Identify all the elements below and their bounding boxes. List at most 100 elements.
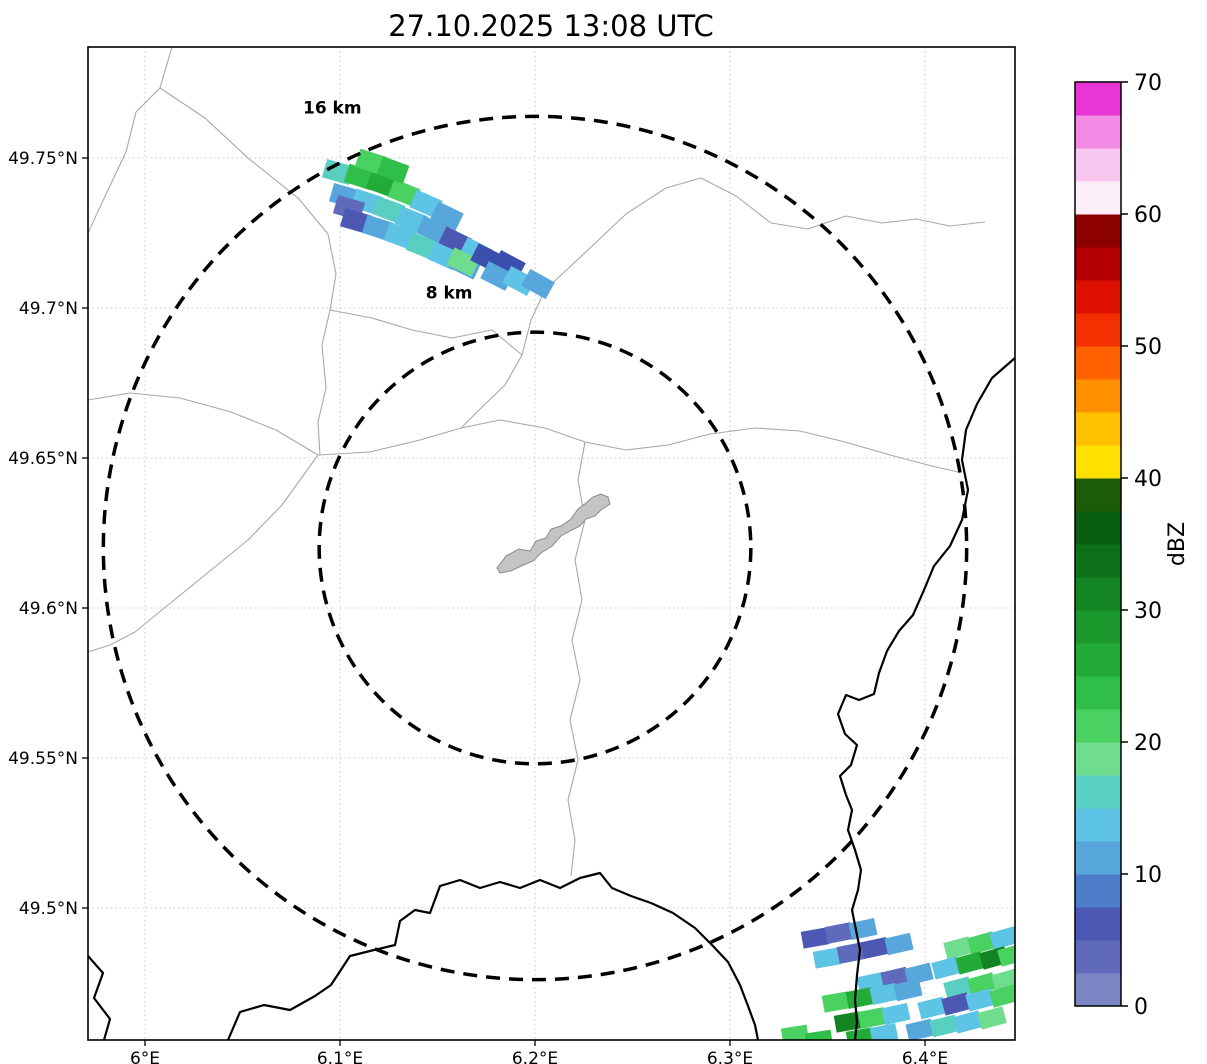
colorbar-segment: [1075, 445, 1121, 479]
admin-boundary-line: [159, 87, 337, 456]
colorbar-tick-label: 10: [1134, 863, 1162, 888]
colorbar-segment: [1075, 643, 1121, 677]
colorbar-segment: [1075, 775, 1121, 809]
colorbar-segment: [1075, 511, 1121, 545]
colorbar-segment: [1075, 676, 1121, 710]
colorbar-segment: [1075, 841, 1121, 875]
radar-echo-cell: [965, 988, 995, 1012]
radar-echo-cell: [857, 1007, 887, 1029]
urban-area-shape: [496, 493, 611, 574]
radar-echo-cell: [804, 1029, 834, 1040]
radar-echo-cell: [821, 991, 851, 1013]
radar-echo-cell: [905, 1018, 935, 1040]
x-tick-label: 6.1°E: [317, 1049, 363, 1064]
colorbar-tick-label: 0: [1134, 995, 1148, 1020]
range-rings: 16 km 8 km: [101, 98, 969, 982]
radar-echo-cell: [812, 947, 842, 969]
radar-echo-cell: [977, 1006, 1007, 1030]
radar-echo-cell: [387, 178, 421, 208]
admin-boundary-line: [88, 392, 959, 473]
radar-echo-cell: [836, 942, 866, 964]
colorbar-segment: [1075, 247, 1121, 281]
colorbar-segment: [1075, 313, 1121, 347]
colorbar-tick-label: 50: [1134, 335, 1162, 360]
colorbar-tick-label: 40: [1134, 467, 1162, 492]
radar-echo-cell: [931, 956, 961, 980]
radar-echo-cell: [845, 1027, 875, 1040]
range-ring-label: 8 km: [426, 284, 473, 304]
colorbar-segment: [1075, 346, 1121, 380]
radar-echo-cell: [989, 984, 1015, 1008]
radar-echo-cell: [997, 943, 1015, 967]
colorbar-segment: [1075, 973, 1121, 1007]
colorbar-segment: [1075, 742, 1121, 776]
y-tick-label: 49.7°N: [19, 299, 78, 319]
radar-echo-cells: [321, 148, 1015, 1040]
country-border-line: [226, 871, 760, 1040]
map-frame: [87, 46, 1016, 1041]
colorbar-tick-label: 60: [1134, 203, 1162, 228]
y-tick-label: 49.5°N: [19, 899, 78, 919]
x-tick-label: 6.2°E: [512, 1049, 558, 1064]
colorbar-segment: [1075, 379, 1121, 413]
admin-boundary-line: [329, 309, 523, 356]
colorbar-segment: [1075, 808, 1121, 842]
radar-echo-cell: [941, 992, 971, 1016]
axis-ticks-labels: 6°E 6.1°E 6.2°E 6.3°E 6.4°E 49.5°N 49.55°N 49.6…: [8, 149, 948, 1064]
urban-area-polygon: [496, 493, 611, 574]
colorbar-segment: [1075, 610, 1121, 644]
y-tick-label: 49.55°N: [8, 749, 78, 769]
radar-echo-cell: [955, 951, 985, 975]
x-tick-label: 6.3°E: [707, 1049, 753, 1064]
colorbar-segment: [1075, 412, 1121, 446]
radar-echo-cell: [943, 936, 973, 960]
colorbar-frame: [1074, 81, 1122, 1007]
colorbar-segment: [1075, 577, 1121, 611]
radar-echo-cell: [893, 978, 923, 1002]
radar-echo-cell: [833, 1011, 863, 1033]
figure-title: 27.10.2025 13:08 UTC: [388, 9, 714, 43]
admin-boundary-line: [88, 47, 173, 234]
radar-echo-cell: [845, 987, 875, 1009]
admin-boundaries: [88, 47, 986, 877]
radar-echo-cell: [446, 247, 480, 277]
radar-echo-cell: [989, 926, 1015, 950]
radar-echo-cell: [881, 1002, 911, 1026]
radar-echo-cell: [869, 1023, 899, 1040]
country-borders: [88, 357, 1015, 1040]
radar-echo-cell: [917, 996, 947, 1020]
colorbar-unit-label: dBZ: [1165, 522, 1190, 566]
colorbar: 0 10 20 30 40 50 60 70: [1074, 71, 1162, 1020]
admin-boundary-line: [544, 177, 986, 291]
radar-echo-cell: [953, 1010, 983, 1034]
radar-echo-cell: [848, 917, 878, 941]
colorbar-segment: [1075, 82, 1121, 116]
x-tick-label: 6°E: [130, 1049, 160, 1064]
colorbar-tick-label: 20: [1134, 731, 1162, 756]
radar-echo-cell: [521, 268, 555, 300]
range-ring-label: 16 km: [303, 98, 362, 118]
colorbar-segment: [1075, 874, 1121, 908]
radar-echo-cell: [884, 932, 914, 956]
colorbar-segment: [1075, 907, 1121, 941]
y-tick-label: 49.65°N: [8, 449, 78, 469]
colorbar-segment: [1075, 280, 1121, 314]
colorbar-tick-label: 30: [1134, 599, 1162, 624]
country-border-line: [88, 955, 112, 1040]
admin-boundary-line: [88, 454, 319, 653]
colorbar-segment: [1075, 115, 1121, 149]
range-ring: [317, 330, 753, 766]
colorbar-segment: [1075, 478, 1121, 512]
y-tick-label: 49.75°N: [8, 149, 78, 169]
radar-echo-cell: [824, 922, 854, 944]
y-tick-label: 49.6°N: [19, 599, 78, 619]
colorbar-segment: [1075, 181, 1121, 215]
radar-echo-cell: [929, 1014, 959, 1038]
radar-echo-cell: [430, 201, 464, 231]
colorbar-segment: [1075, 544, 1121, 578]
colorbar-segment: [1075, 709, 1121, 743]
colorbar-tick-label: 70: [1134, 71, 1162, 96]
x-tick-label: 6.4°E: [902, 1049, 948, 1064]
